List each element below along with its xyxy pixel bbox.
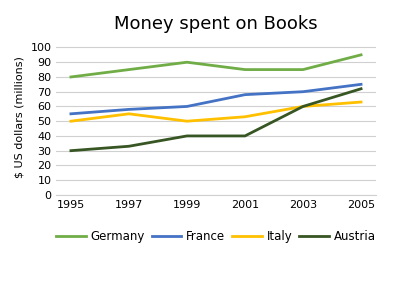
Germany: [184, 60, 189, 64]
Austria: [126, 144, 131, 148]
Austria: [184, 134, 189, 138]
Austria: [301, 105, 306, 108]
Germany: [126, 68, 131, 71]
Germany: [359, 53, 364, 57]
Legend: Germany, France, Italy, Austria: Germany, France, Italy, Austria: [52, 225, 380, 248]
Italy: [126, 112, 131, 116]
Line: Italy: Italy: [71, 102, 361, 121]
France: [126, 108, 131, 111]
Italy: [184, 119, 189, 123]
Austria: [242, 134, 247, 138]
Title: Money spent on Books: Money spent on Books: [114, 15, 318, 33]
Austria: [359, 87, 364, 91]
France: [184, 105, 189, 108]
France: [359, 83, 364, 86]
Austria: [68, 149, 73, 152]
Germany: [68, 75, 73, 79]
Italy: [68, 119, 73, 123]
Italy: [359, 100, 364, 104]
Line: France: France: [71, 84, 361, 114]
Italy: [242, 115, 247, 119]
Line: Austria: Austria: [71, 89, 361, 151]
Line: Germany: Germany: [71, 55, 361, 77]
Italy: [301, 105, 306, 108]
Y-axis label: $ US dollars (millions): $ US dollars (millions): [15, 57, 25, 179]
France: [301, 90, 306, 94]
France: [68, 112, 73, 116]
Germany: [301, 68, 306, 71]
Germany: [242, 68, 247, 71]
France: [242, 93, 247, 97]
